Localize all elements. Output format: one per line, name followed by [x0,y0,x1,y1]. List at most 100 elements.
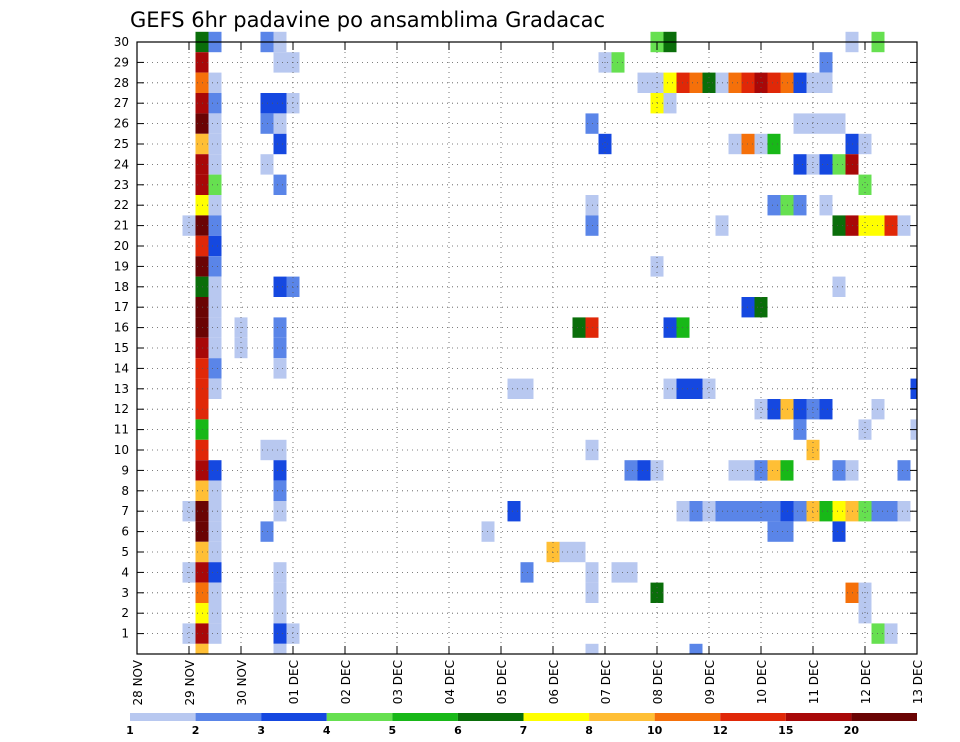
colorbar-swatch [195,713,262,721]
heatmap-cell [689,501,703,522]
colorbar-label: 8 [585,724,593,737]
colorbar-label: 20 [844,724,860,737]
y-tick-label: 5 [121,545,129,559]
heatmap-cell [754,460,768,481]
heatmap-cell [819,501,833,522]
heatmap-cell [507,378,521,399]
y-tick-label: 22 [114,198,129,212]
heatmap-cell [208,215,222,236]
heatmap-cell [273,93,287,114]
colorbar-swatch [326,713,393,721]
heatmap-cell [208,480,222,501]
heatmap-cell [884,215,898,236]
x-tick-label: 01 DEC [287,660,301,704]
heatmap-cell [832,521,846,542]
y-tick-label: 27 [114,96,129,110]
heatmap-cell [832,215,846,236]
y-tick-label: 14 [114,361,129,375]
heatmap-cell [832,113,846,134]
heatmap-cell [208,174,222,195]
heatmap-cell [273,439,287,461]
heatmap-cell [208,541,222,563]
x-tick-label: 30 NOV [235,659,249,705]
heatmap-cell [858,501,872,522]
colorbar-label: 10 [647,724,663,737]
heatmap-cell [858,603,872,624]
heatmap-cell [273,643,287,654]
heatmap-cell [208,460,222,481]
colorbar-swatch [654,713,721,721]
y-tick-label: 11 [114,423,129,437]
heatmap-cell [663,93,677,114]
colorbar-label: 2 [192,724,200,737]
heatmap-cell [793,501,807,522]
heatmap-cell [702,501,716,522]
heatmap-cell [884,501,898,522]
heatmap-cell [793,154,807,175]
colorbar-swatch [261,713,327,721]
x-tick-label: 08 DEC [651,660,665,704]
heatmap-cell [819,195,833,216]
heatmap-cell [663,72,677,93]
x-tick-label: 09 DEC [703,660,717,704]
heatmap-cell [754,501,768,522]
x-tick-label: 03 DEC [391,660,405,704]
y-tick-label: 25 [114,137,129,151]
heatmap-cell [208,72,222,93]
heatmap-cell [728,133,742,155]
heatmap-cell [767,133,781,155]
heatmap-cell [208,195,222,216]
y-tick-label: 21 [114,219,129,233]
heatmap-cell [208,378,222,399]
heatmap-cell [832,460,846,481]
y-tick-label: 6 [121,525,129,539]
x-tick-label: 06 DEC [547,660,561,704]
heatmap-cell [637,460,651,481]
heatmap-cell [208,501,222,522]
heatmap-cell [208,623,222,644]
heatmap-cell [624,460,638,481]
y-tick-label: 19 [114,259,129,273]
heatmap-cell [208,133,222,155]
heatmap-cell [858,215,872,236]
heatmap-cell [702,378,716,399]
colorbar-swatch [457,713,524,721]
x-tick-labels: 28 NOV 29 NOV 30 NOV 01 DEC 02 DEC 03 DEC 04 D… [131,659,925,705]
heatmap-cell [819,154,833,175]
heatmap-cell [273,133,287,155]
heatmap-cell [793,195,807,216]
y-tick-label: 12 [114,402,129,416]
colorbar-swatch [851,713,917,721]
heatmap-cell [208,582,222,603]
heatmap-cell [832,501,846,522]
heatmap-cell [624,562,638,583]
heatmap-cell [572,541,586,563]
heatmap-cell [208,358,222,379]
heatmap-cell [572,317,586,338]
heatmap-cell [208,113,222,134]
y-tick-label: 28 [114,76,129,90]
heatmap-cell [273,337,287,359]
heatmap-cell [208,235,222,257]
grid-lines [137,41,917,654]
heatmap-cell [507,501,521,522]
heatmap-cell [208,521,222,542]
heatmap-cell [598,133,612,155]
colorbar-swatch [720,713,786,721]
colorbar-label: 1 [126,724,134,737]
heatmap-cell [273,480,287,501]
colorbar-label: 5 [389,724,397,737]
heatmap-cell [793,419,807,440]
heatmap-cell [897,460,911,481]
colorbar-swatch [392,713,458,721]
heatmap-cell [208,297,222,318]
axis-ticks [136,41,918,654]
colorbar-label: 7 [520,724,528,737]
colorbar-legend: 1 2 3 4 5 6 7 8 10 12 15 20 [126,713,917,737]
colorbar-swatch [785,713,852,721]
y-tick-label: 24 [114,157,129,171]
chart-title: GEFS 6hr padavine po ansamblima Gradacac [130,8,605,32]
heatmap-cell [585,643,599,654]
heatmap-cell [767,72,781,93]
